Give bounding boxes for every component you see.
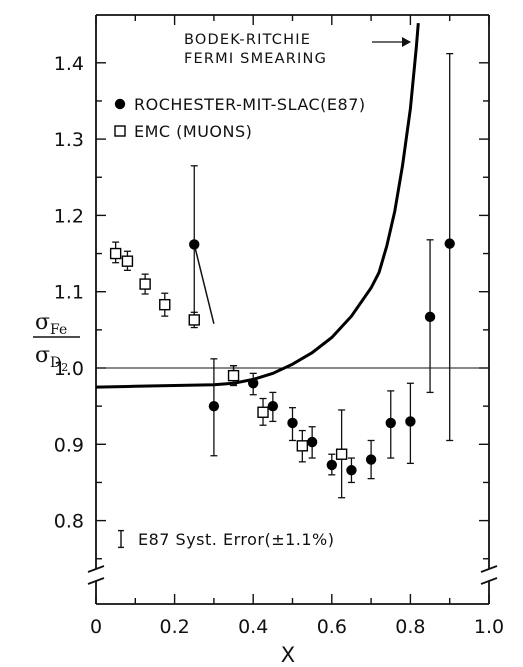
- y-tick-label-5: 1.3: [54, 129, 84, 151]
- y-axis-title-num-sub: Fe: [50, 322, 67, 338]
- point-s1-5: [227, 365, 240, 387]
- point-s0-3: [248, 372, 259, 396]
- curve-label-arrowhead: [402, 37, 411, 47]
- x-tick-label-4: 0.8: [395, 616, 425, 638]
- marker-circle: [267, 400, 279, 412]
- marker-circle: [424, 311, 436, 323]
- marker-square: [257, 406, 269, 418]
- y-tick-label-2: 1.0: [54, 358, 84, 380]
- point-s1-6: [257, 397, 269, 426]
- point-s0-8: [346, 457, 357, 484]
- point-s1-7: [296, 429, 309, 463]
- syst-error-label: E87 Syst. Error(±1.1%): [138, 530, 335, 549]
- legend-marker-emc: [114, 125, 126, 137]
- marker-square: [296, 440, 309, 452]
- point-s1-3: [159, 292, 171, 317]
- marker-circle: [208, 400, 220, 412]
- y-axis-title-numerator: σFe: [35, 310, 67, 338]
- marker-circle: [365, 454, 377, 465]
- marker-circle: [326, 459, 337, 471]
- axis-break-left: [87, 565, 105, 585]
- point-s0-5: [287, 407, 298, 442]
- x-tick-label-3: 0.6: [317, 616, 347, 638]
- y-tick-label-0: 0.8: [54, 511, 84, 533]
- x-tick-label-1: 0.2: [159, 616, 189, 638]
- point-s0-7: [326, 453, 337, 476]
- marker-square: [121, 255, 134, 267]
- point-s0-0: [189, 165, 200, 323]
- x-tick-label-0: 0: [90, 616, 102, 638]
- point-s1-2: [139, 273, 151, 295]
- syst-error-marker: [118, 529, 124, 549]
- y-axis-title-denominator: σD2: [35, 343, 68, 374]
- point-s0-6: [306, 426, 318, 459]
- point-s0-11: [405, 382, 416, 465]
- y-tick-label-3: 1.1: [54, 282, 84, 304]
- y-tick-label-1: 0.9: [54, 434, 84, 456]
- tick-labels-group: 0 0.2 0.4 0.6 0.8 1.0 0.8 0.9 1.0 1.1 1.2 1.3 1.4: [54, 53, 504, 638]
- x-tick-label-2: 0.4: [238, 616, 268, 638]
- point-s0-12: [424, 239, 436, 394]
- curve-label-line-1: BODEK-RITCHIE: [184, 32, 311, 48]
- y-axis-title-den-subsub: 2: [61, 361, 68, 374]
- marker-circle: [248, 378, 259, 389]
- marker-square: [159, 298, 171, 311]
- x-tick-label-5: 1.0: [474, 616, 504, 638]
- marker-circle: [189, 239, 200, 250]
- point-s1-0: [109, 241, 122, 264]
- extrapolation-segment: [193, 244, 215, 324]
- point-s1-1: [121, 250, 134, 271]
- point-s0-4: [267, 391, 279, 423]
- legend-marker-e87: [114, 98, 126, 110]
- x-axis-title: X: [281, 643, 295, 667]
- marker-circle: [385, 417, 396, 429]
- marker-square: [139, 278, 151, 290]
- axis-break-right: [480, 565, 498, 585]
- marker-square: [188, 314, 200, 326]
- marker-circle: [346, 465, 357, 476]
- marker-circle: [306, 436, 318, 448]
- point-s0-10: [385, 390, 396, 459]
- legend-label-e87: ROCHESTER-MIT-SLAC(E87): [134, 95, 366, 114]
- y-axis-title-den-sub: D: [50, 355, 61, 371]
- y-tick-label-4: 1.2: [54, 205, 84, 227]
- marker-circle: [405, 416, 416, 427]
- curve-label-line-2: FERMI SMEARING: [184, 51, 327, 67]
- y-tick-label-6: 1.4: [54, 53, 84, 75]
- bodek-ritchie-curve: [95, 22, 420, 389]
- point-s0-9: [365, 439, 377, 480]
- data-points-group: [109, 52, 455, 499]
- point-s0-13: [444, 52, 455, 442]
- y-axis-title: σFe σD2: [33, 310, 80, 374]
- marker-circle: [444, 238, 455, 249]
- marker-square: [335, 448, 348, 460]
- ticks-group: [95, 15, 490, 604]
- y-axis-title-den-sigma: σ: [35, 343, 50, 368]
- marker-square: [109, 247, 122, 260]
- point-s0-1: [208, 358, 220, 457]
- point-s1-4: [188, 311, 200, 329]
- point-s1-8: [335, 409, 348, 499]
- marker-circle: [287, 417, 298, 429]
- legend-label-emc: EMC (MUONS): [134, 122, 252, 141]
- marker-square: [227, 369, 240, 382]
- y-axis-title-num-sigma: σ: [35, 310, 50, 335]
